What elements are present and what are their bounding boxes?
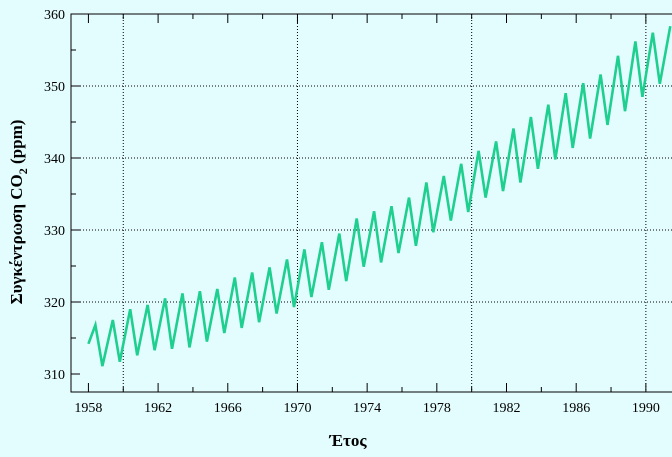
y-axis-title-subscript: 2 (16, 168, 30, 174)
x-tick-label: 1962 (144, 401, 172, 416)
x-tick-label: 1974 (353, 401, 381, 416)
y-tick-label: 350 (44, 80, 65, 95)
x-tick-label: 1990 (632, 401, 660, 416)
co2-series-line (87, 25, 672, 367)
axis-ticks: 1958 1962 1966 1970 1974 1978 1982 1986 1990 310 3… (44, 8, 660, 416)
x-tick-label: 1958 (74, 401, 102, 416)
plot-frame (70, 13, 672, 393)
x-tick-label: 1986 (562, 401, 590, 416)
y-tick-label: 310 (44, 368, 65, 383)
plot-border (70, 13, 672, 393)
y-tick-label: 360 (44, 8, 65, 23)
grid-lines (71, 14, 672, 392)
x-tick-label: 1970 (283, 401, 311, 416)
x-axis-title: Έτος (328, 431, 367, 450)
y-axis-title-main: Συγκέντρωση CO (7, 174, 26, 304)
y-tick-label: 330 (44, 224, 65, 239)
series-layer (87, 25, 672, 367)
y-axis-title: Συγκέντρωση CO2 (ppm) (7, 120, 30, 305)
x-tick-label: 1978 (423, 401, 451, 416)
y-tick-label: 320 (44, 296, 65, 311)
x-tick-label: 1966 (214, 401, 242, 416)
y-tick-label: 340 (44, 152, 65, 167)
y-axis-title-unit: (ppm) (7, 120, 26, 169)
x-tick-label: 1982 (493, 401, 521, 416)
